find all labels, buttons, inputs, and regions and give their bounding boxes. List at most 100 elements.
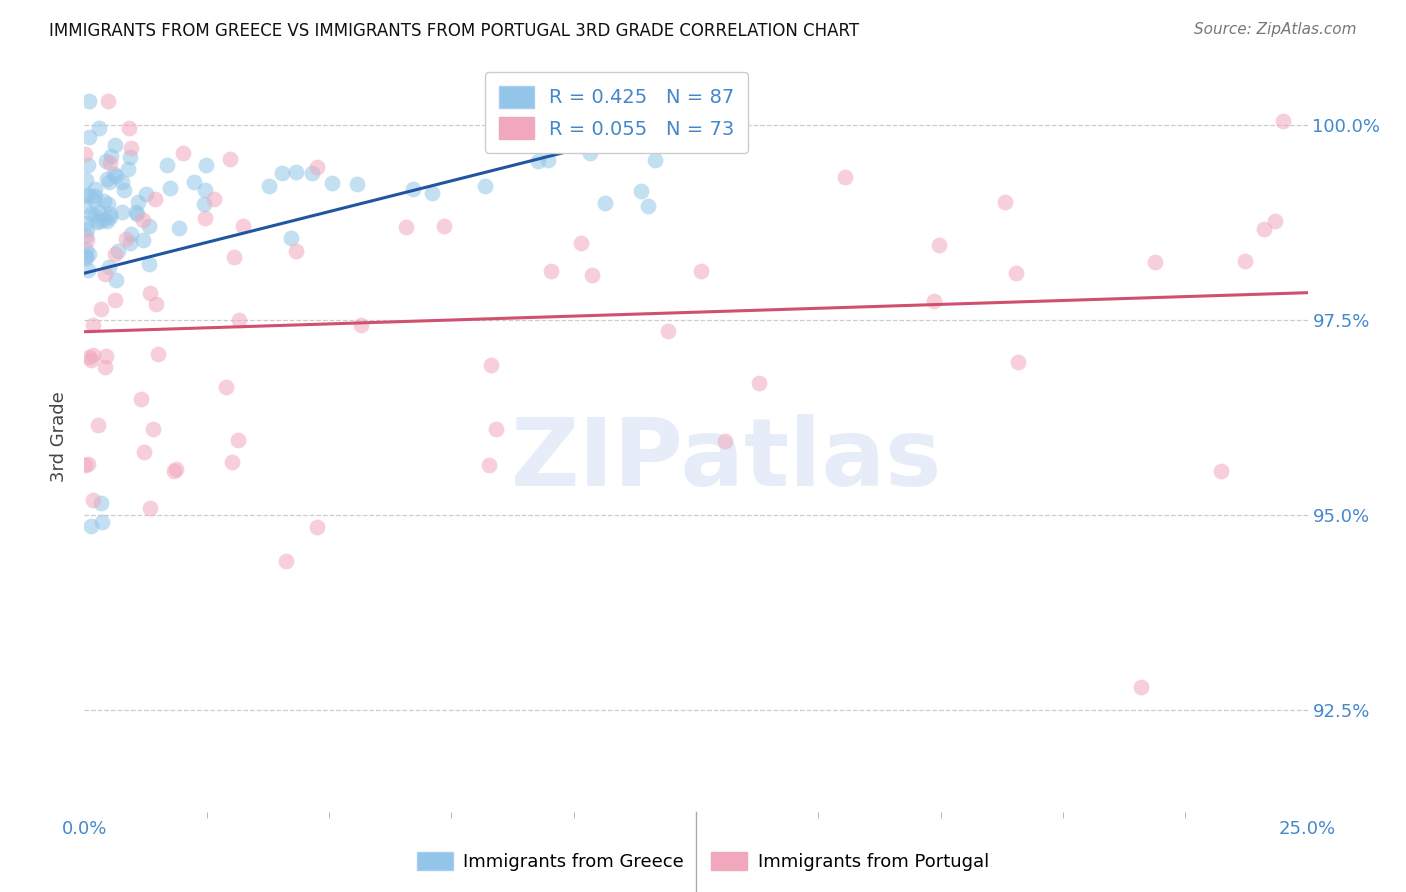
Point <box>395 220 418 235</box>
Point <box>87 417 110 432</box>
Point <box>138 219 160 234</box>
Point <box>94 359 117 374</box>
Point <box>221 455 243 469</box>
Point <box>112 183 135 197</box>
Point <box>100 149 122 163</box>
Point <box>135 186 157 201</box>
Point <box>117 162 139 177</box>
Point <box>96 349 118 363</box>
Point <box>218 153 240 167</box>
Point <box>131 392 153 406</box>
Point <box>77 457 100 471</box>
Point <box>928 238 950 252</box>
Point <box>82 318 104 332</box>
Legend: R = 0.425   N = 87, R = 0.055   N = 73: R = 0.425 N = 87, R = 0.055 N = 73 <box>485 72 748 153</box>
Point <box>169 220 191 235</box>
Point <box>595 195 617 210</box>
Point <box>139 286 162 301</box>
Point <box>284 165 307 179</box>
Point <box>77 95 100 109</box>
Point <box>103 167 125 181</box>
Point <box>77 187 100 202</box>
Point <box>1264 214 1286 228</box>
Point <box>82 348 104 362</box>
Point <box>555 132 578 146</box>
Point <box>994 195 1017 210</box>
Point <box>110 175 132 189</box>
Point <box>118 120 141 135</box>
Point <box>581 268 603 282</box>
Point <box>285 244 308 259</box>
Point <box>79 519 101 533</box>
Point <box>118 150 141 164</box>
Point <box>76 222 98 236</box>
Point <box>89 120 111 135</box>
Point <box>1209 465 1232 479</box>
Point <box>713 434 735 449</box>
Point <box>630 184 652 198</box>
Point <box>222 250 245 264</box>
Point <box>321 177 343 191</box>
Point <box>127 194 149 209</box>
Point <box>536 153 558 167</box>
Point <box>77 246 100 260</box>
Point <box>115 232 138 246</box>
Point <box>155 158 177 172</box>
Point <box>83 194 105 208</box>
Point <box>172 146 194 161</box>
Point <box>75 243 97 257</box>
Text: ZIPatlas: ZIPatlas <box>510 414 942 506</box>
Point <box>569 235 592 250</box>
Point <box>1143 254 1166 268</box>
Point <box>540 264 562 278</box>
Point <box>118 236 141 251</box>
Point <box>104 247 127 261</box>
Point <box>93 212 115 227</box>
Point <box>280 231 302 245</box>
Point <box>194 183 217 197</box>
Point <box>479 358 502 372</box>
Point <box>80 353 103 368</box>
Point <box>143 193 166 207</box>
Point <box>80 207 103 221</box>
Point <box>146 347 169 361</box>
Point <box>215 380 238 394</box>
Point <box>75 252 97 266</box>
Point <box>1272 114 1295 128</box>
Point <box>165 462 187 476</box>
Point <box>1005 265 1028 279</box>
Point <box>86 214 108 228</box>
Point <box>579 146 602 161</box>
Point <box>433 219 456 233</box>
Point <box>202 192 225 206</box>
Point <box>145 297 167 311</box>
Point <box>228 312 250 326</box>
Point <box>657 324 679 338</box>
Point <box>120 227 142 242</box>
Point <box>125 205 148 219</box>
Point <box>193 196 215 211</box>
Point <box>79 130 101 145</box>
Point <box>83 182 105 196</box>
Point <box>77 262 100 277</box>
Point <box>159 180 181 194</box>
Point <box>420 186 443 200</box>
Point <box>110 205 132 219</box>
Point <box>125 207 148 221</box>
Point <box>104 169 127 183</box>
Point <box>527 153 550 168</box>
Point <box>75 228 97 243</box>
Point <box>194 211 217 225</box>
Point <box>77 350 100 364</box>
Point <box>75 188 97 202</box>
Point <box>75 199 97 213</box>
Point <box>748 376 770 390</box>
Point <box>232 219 254 233</box>
Point <box>75 173 97 187</box>
Point <box>270 166 292 180</box>
Point <box>89 301 111 316</box>
Point <box>550 95 572 109</box>
Point <box>83 189 105 203</box>
Point <box>97 260 120 274</box>
Point <box>226 433 249 447</box>
